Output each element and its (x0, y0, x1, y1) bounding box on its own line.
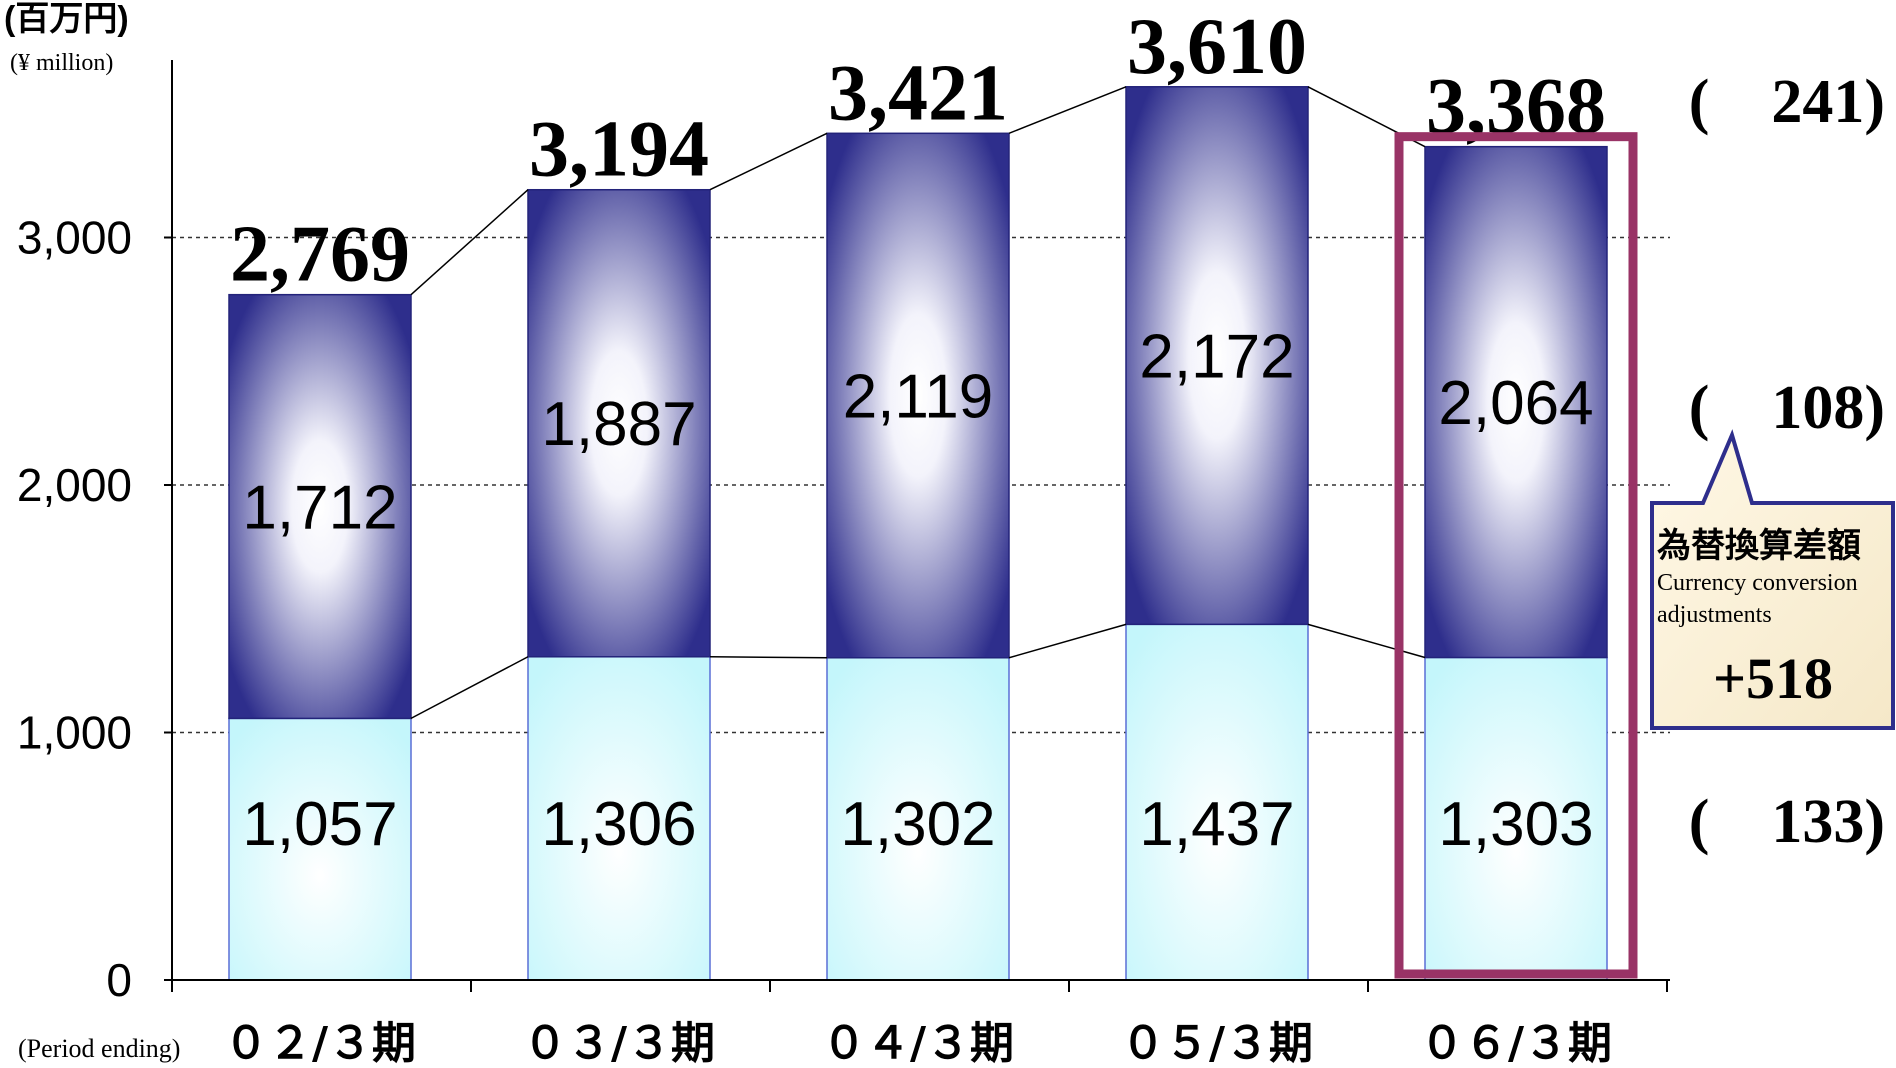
total-label: 2,769 (230, 211, 410, 299)
lower-connector-line (709, 656, 828, 659)
highlight-box (1394, 132, 1638, 979)
change-label-total: ( 241) (1689, 68, 1885, 136)
bar-lower-segment (527, 656, 711, 981)
bar-upper-segment (1424, 145, 1608, 659)
currency-callout: 為替換算差額 Currency conversion adjustments +… (1650, 429, 1895, 730)
upper-value-label: 2,119 (843, 363, 994, 432)
upper-value-label: 1,712 (242, 474, 397, 543)
y-tick-label: 0 (106, 954, 132, 1006)
lower-value-label: 1,303 (1438, 790, 1593, 859)
category-label: ０３/３期 (523, 1018, 715, 1068)
bar-lower-segment (1125, 623, 1309, 981)
bar-upper-segment (826, 132, 1010, 659)
bars (228, 86, 1608, 981)
y-tick-label: 2,000 (17, 459, 132, 511)
upper-value-label: 2,064 (1438, 369, 1593, 438)
lower-connector-line (1307, 623, 1426, 659)
upper-value-label: 2,172 (1139, 323, 1294, 392)
axis-ticks: 0 1,000 2,000 3,000 (17, 212, 1668, 1006)
category-label: ０５/３期 (1121, 1018, 1313, 1068)
data-labels: 2,769 1,712 1,057 ０２/３期 3,194 1,887 1,306 ０３/３期… (224, 3, 1612, 1068)
total-connector-line (1008, 86, 1127, 134)
bar-lower-segment (826, 657, 1010, 981)
lower-connector-line (410, 656, 529, 720)
callout-title-ja: 為替換算差額 (1657, 527, 1861, 565)
lower-value-label: 1,057 (242, 790, 397, 859)
bar-upper-segment (527, 188, 711, 658)
gridlines (172, 236, 1670, 734)
callout-value: +518 (1713, 646, 1833, 711)
bar-lower-segment (1424, 656, 1608, 981)
change-label-upper: ( 108) (1689, 374, 1885, 442)
callout-box (1650, 429, 1895, 730)
category-label: ０６/３期 (1420, 1018, 1612, 1068)
upper-value-label: 1,887 (541, 390, 696, 459)
total-connector-line (410, 189, 529, 296)
total-label: 3,610 (1127, 3, 1307, 91)
y-tick-label: 3,000 (17, 212, 132, 264)
callout-title-en-1: Currency conversion (1657, 570, 1858, 596)
lower-connector-line (1008, 623, 1127, 659)
lower-value-label: 1,437 (1139, 790, 1294, 859)
y-tick-label: 1,000 (17, 707, 132, 759)
total-connector-line (709, 132, 828, 191)
bar-upper-segment (228, 293, 412, 720)
lower-value-label: 1,302 (840, 790, 995, 859)
category-label: ０２/３期 (224, 1018, 416, 1068)
unit-label-ja: (百万円) (4, 0, 129, 38)
total-label: 3,194 (529, 106, 709, 194)
lower-value-label: 1,306 (541, 790, 696, 859)
bar-upper-segment (1125, 86, 1309, 626)
bar-lower-segment (228, 717, 412, 981)
category-label: ０４/３期 (822, 1018, 1014, 1068)
change-label-lower: ( 133) (1689, 788, 1885, 856)
x-axis-caption: (Period ending) (18, 1034, 180, 1063)
total-label: 3,421 (828, 49, 1008, 137)
unit-label-en: (¥ million) (10, 50, 113, 76)
callout-title-en-2: adjustments (1657, 602, 1772, 628)
